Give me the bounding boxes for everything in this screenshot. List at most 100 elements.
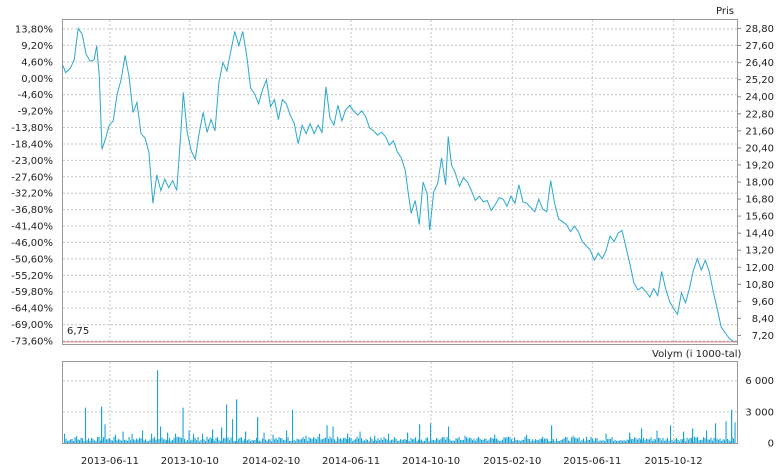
volume-bar [565, 436, 567, 443]
volume-bar [310, 438, 312, 443]
volume-bar [409, 441, 411, 443]
volume-bar [175, 433, 177, 443]
volume-bar [202, 433, 204, 443]
volume-bar [146, 441, 148, 443]
volume-bar [134, 440, 136, 443]
volume-bar [697, 437, 699, 443]
volume-bar [116, 440, 118, 443]
volume-bar [292, 409, 294, 443]
volume-bar [358, 438, 360, 443]
volume-bar [530, 441, 532, 443]
volume-bar [650, 437, 652, 443]
volume-bar [646, 438, 648, 443]
volume-bar [668, 441, 670, 443]
volume-bar [718, 439, 720, 443]
volume-bar [557, 441, 559, 443]
volume-bar [79, 440, 81, 443]
volume-bar [464, 435, 466, 443]
volume-bar [523, 439, 525, 443]
volume-bar [188, 430, 190, 443]
left-tick-label: -69,00% [11, 320, 53, 331]
volume-bar [106, 439, 108, 443]
left-tick-label: -9,20% [18, 107, 53, 118]
left-tick-label: 9,20% [21, 41, 53, 52]
volume-bar [478, 436, 480, 443]
volume-bar [545, 438, 547, 443]
volume-bar [724, 439, 726, 443]
volume-bar [548, 441, 550, 443]
volume-bar [574, 437, 576, 443]
volume-bar [131, 433, 133, 443]
volume-bar [602, 439, 604, 443]
volume-bar [149, 439, 151, 443]
price-line [62, 27, 738, 343]
volume-bar [332, 426, 334, 443]
x-tick-label: 2015-02-10 [483, 456, 541, 467]
right-tick-label: 10,80 [745, 280, 774, 291]
volume-bar [382, 440, 384, 443]
volume-bar [88, 438, 90, 443]
volume-bar [715, 423, 717, 443]
volume-bar [145, 439, 147, 443]
volume-bar [352, 441, 354, 443]
volume-bar [107, 438, 109, 443]
volume-bar [506, 437, 508, 443]
volume-bar [248, 439, 250, 443]
right-tick-label: 26,40 [745, 58, 774, 69]
volume-bar [277, 439, 279, 443]
volume-bar [442, 437, 444, 443]
volume-bar [638, 437, 640, 443]
volume-bar [613, 441, 615, 443]
volume-bar [556, 438, 558, 443]
volume-bar [166, 440, 168, 443]
volume-bar [290, 441, 292, 443]
volume-bar [307, 440, 309, 443]
volume-bar [581, 440, 583, 443]
volume-bar [421, 439, 423, 443]
volume-bar [631, 439, 633, 443]
volume-bar [658, 437, 660, 443]
volume-bar [194, 437, 196, 443]
volume-bar [733, 438, 735, 443]
volume-bar [607, 439, 609, 443]
volume-tick-label: 0 [768, 439, 774, 450]
volume-panel: Volym (i 1000-tal) 6 000 3 000 0 2013-06-1… [62, 349, 774, 467]
volume-bar [601, 440, 603, 443]
volume-bar [331, 438, 333, 443]
volume-bar [512, 441, 514, 443]
volume-bars [64, 370, 736, 444]
volume-bar [86, 440, 88, 443]
volume-bar [433, 439, 435, 443]
volume-bar [550, 441, 552, 443]
volume-bar [161, 437, 163, 443]
volume-bar [481, 439, 483, 443]
volume-bar [458, 436, 460, 443]
volume-bar [334, 439, 336, 443]
volume-bar [440, 438, 442, 443]
volume-bar [625, 440, 627, 443]
volume-bar [511, 439, 513, 443]
volume-bar [592, 438, 594, 443]
volume-bar [541, 438, 543, 443]
volume-bar [649, 439, 651, 443]
volume-bar [214, 440, 216, 443]
volume-bar [344, 437, 346, 443]
volume-bar [368, 441, 370, 443]
volume-bar [475, 440, 477, 443]
volume-bar [179, 437, 181, 443]
volume-bar [196, 440, 198, 443]
volume-bar [713, 437, 715, 443]
volume-bar [644, 440, 646, 443]
volume-bar [184, 438, 186, 443]
volume-bar [221, 427, 223, 443]
volume-bar [121, 440, 123, 443]
x-tick-label: 2014-02-10 [242, 456, 300, 467]
volume-bar [122, 431, 124, 443]
volume-bar [427, 437, 429, 443]
left-tick-label: 4,60% [21, 57, 53, 68]
volume-bar [407, 432, 409, 443]
volume-bar [685, 441, 687, 443]
volume-bar [125, 439, 127, 443]
volume-bar [89, 440, 91, 443]
volume-bar [722, 439, 724, 443]
